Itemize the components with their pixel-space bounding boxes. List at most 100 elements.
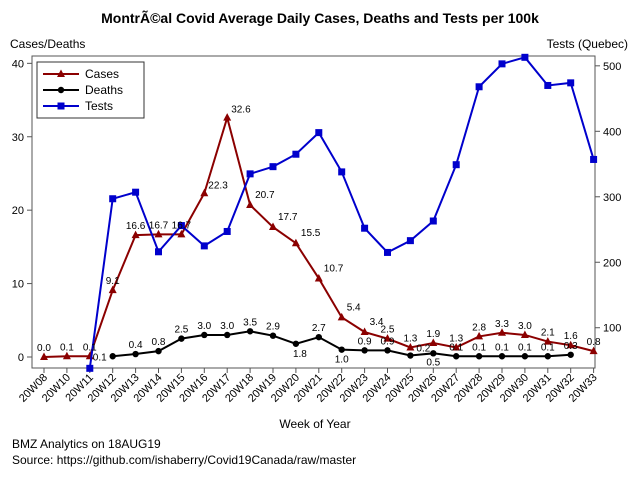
legend-tests-label: Tests bbox=[85, 99, 113, 113]
cases-data-label: 2.5 bbox=[381, 325, 395, 336]
tests-point bbox=[338, 168, 346, 176]
cases-point bbox=[406, 342, 415, 351]
deaths-point bbox=[521, 353, 529, 360]
right-axis-tick-label: 500 bbox=[603, 61, 621, 73]
cases-point bbox=[62, 351, 71, 360]
deaths-data-label: 0.3 bbox=[564, 341, 578, 352]
cases-point bbox=[40, 352, 48, 360]
cases-point bbox=[108, 285, 117, 294]
deaths-data-label: 0.1 bbox=[472, 342, 486, 353]
deaths-data-label: 0.8 bbox=[152, 337, 166, 348]
deaths-point bbox=[292, 340, 300, 347]
cases-data-label: 0.0 bbox=[37, 343, 51, 354]
deaths-data-label: 2.9 bbox=[266, 322, 280, 333]
legend-cases-label: Cases bbox=[85, 67, 119, 81]
tests-point bbox=[521, 53, 529, 61]
legend-deaths-marker bbox=[57, 86, 65, 94]
plot-frame bbox=[31, 55, 596, 369]
deaths-point bbox=[269, 332, 277, 339]
cases-data-label: 1.9 bbox=[426, 329, 440, 340]
tests-point bbox=[132, 188, 140, 196]
cases-data-label: 3.4 bbox=[370, 317, 384, 328]
tests-point bbox=[109, 195, 117, 203]
cases-point bbox=[383, 334, 392, 342]
cases-data-label: 2.1 bbox=[541, 328, 555, 339]
cases-point bbox=[246, 200, 255, 209]
deaths-data-label: 0.5 bbox=[426, 357, 440, 368]
deaths-point bbox=[361, 347, 368, 354]
left-axis-tick-label: 20 bbox=[12, 205, 24, 217]
right-axis-tick-label: 300 bbox=[603, 192, 621, 204]
deaths-point bbox=[475, 353, 483, 360]
deaths-data-label: 0.1 bbox=[93, 352, 107, 363]
deaths-point bbox=[315, 333, 322, 341]
cases-point bbox=[566, 340, 575, 349]
deaths-data-label: 0.9 bbox=[381, 336, 395, 347]
deaths-data-label: 2.7 bbox=[312, 323, 326, 334]
tests-point bbox=[544, 81, 552, 89]
deaths-point bbox=[224, 331, 231, 339]
chart-title: MontrÃ©al Covid Average Daily Cases, Dea… bbox=[101, 10, 539, 26]
deaths-data-label: 0.1 bbox=[518, 342, 532, 353]
deaths-data-label: 0.1 bbox=[495, 342, 509, 353]
cases-point bbox=[154, 229, 163, 238]
tests-point bbox=[292, 150, 300, 158]
right-axis-tick-label: 200 bbox=[603, 257, 621, 269]
tests-point bbox=[315, 129, 323, 137]
tests-point bbox=[200, 242, 208, 250]
deaths-data-label: 1.0 bbox=[335, 355, 349, 366]
cases-point bbox=[360, 327, 369, 336]
deaths-data-label: 1.8 bbox=[293, 349, 307, 360]
tests-point bbox=[155, 248, 162, 256]
tests-point bbox=[498, 60, 506, 68]
legend-deaths-label: Deaths bbox=[85, 83, 123, 97]
cases-data-label: 3.0 bbox=[518, 321, 532, 332]
legend: Cases Deaths Tests bbox=[36, 61, 145, 119]
cases-point bbox=[498, 328, 506, 336]
deaths-point bbox=[430, 350, 437, 357]
cases-point bbox=[269, 222, 277, 231]
cases-data-label: 22.3 bbox=[208, 180, 228, 191]
cases-data-label: 17.7 bbox=[278, 212, 298, 223]
deaths-point bbox=[155, 347, 162, 355]
footer-credit: BMZ Analytics on 18AUG19 bbox=[12, 437, 161, 451]
cases-data-label: 32.6 bbox=[231, 105, 251, 116]
tests-point bbox=[384, 248, 391, 256]
cases-data-label: 9.1 bbox=[106, 276, 120, 287]
deaths-point bbox=[384, 347, 391, 354]
footer-source: Source: https://github.com/ishaberry/Cov… bbox=[12, 453, 357, 467]
cases-point bbox=[131, 230, 140, 239]
deaths-data-label: 0.4 bbox=[129, 340, 143, 351]
cases-data-label: 10.7 bbox=[324, 263, 344, 274]
tests-point bbox=[406, 237, 414, 245]
cases-data-label: 5.4 bbox=[347, 302, 361, 313]
deaths-data-label: 2.5 bbox=[174, 325, 188, 336]
deaths-point bbox=[109, 353, 116, 360]
cases-data-label: 1.6 bbox=[564, 331, 578, 342]
cases-data-label: 16.7 bbox=[149, 220, 169, 231]
legend-box bbox=[36, 61, 145, 119]
left-axis-label: Cases/Deaths bbox=[10, 37, 86, 51]
left-axis-tick-label: 40 bbox=[12, 58, 24, 70]
cases-point bbox=[314, 273, 323, 282]
tests-point bbox=[590, 155, 598, 163]
cases-point bbox=[291, 238, 300, 247]
deaths-point bbox=[338, 346, 345, 353]
deaths-point bbox=[407, 352, 414, 359]
deaths-data-label: 0.1 bbox=[541, 342, 555, 353]
cases-point bbox=[543, 337, 552, 345]
legend-cases-marker bbox=[57, 69, 65, 77]
deaths-data-label: 3.5 bbox=[243, 317, 257, 328]
cases-point bbox=[429, 338, 438, 347]
tests-point bbox=[567, 79, 575, 87]
deaths-point bbox=[544, 353, 551, 360]
cases-point bbox=[177, 229, 186, 238]
tests-point bbox=[475, 83, 483, 91]
tests-point bbox=[452, 161, 460, 169]
tests-point bbox=[429, 217, 437, 225]
right-axis-tick-label: 100 bbox=[603, 323, 621, 335]
cases-data-label: 0.1 bbox=[60, 342, 74, 353]
tests-point bbox=[246, 170, 254, 178]
cases-point bbox=[200, 188, 209, 197]
tests-point bbox=[223, 227, 231, 235]
